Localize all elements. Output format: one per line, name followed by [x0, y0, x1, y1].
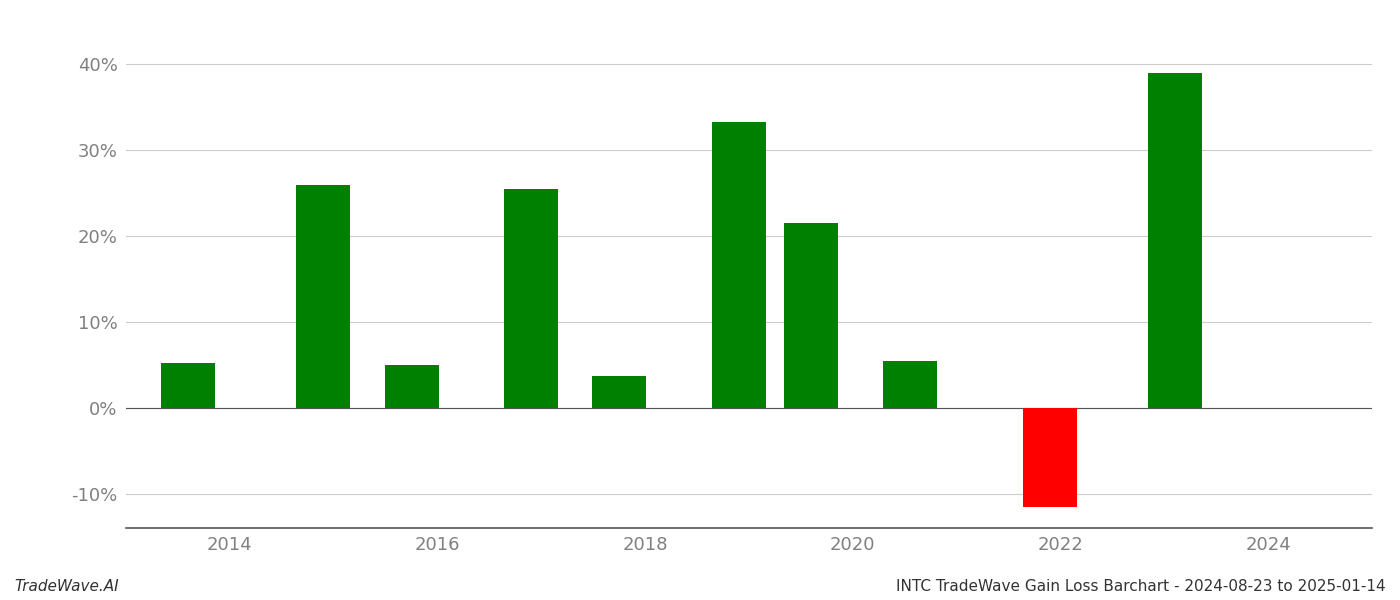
Bar [784, 223, 839, 408]
Bar [592, 376, 647, 408]
Bar [504, 189, 559, 408]
Bar [711, 122, 766, 408]
Text: INTC TradeWave Gain Loss Barchart - 2024-08-23 to 2025-01-14: INTC TradeWave Gain Loss Barchart - 2024… [896, 579, 1386, 594]
Bar [1148, 73, 1201, 408]
Bar [1023, 408, 1077, 506]
Bar [297, 185, 350, 408]
Text: TradeWave.AI: TradeWave.AI [14, 579, 119, 594]
Bar [883, 361, 937, 408]
Bar [161, 363, 216, 408]
Bar [385, 365, 438, 408]
